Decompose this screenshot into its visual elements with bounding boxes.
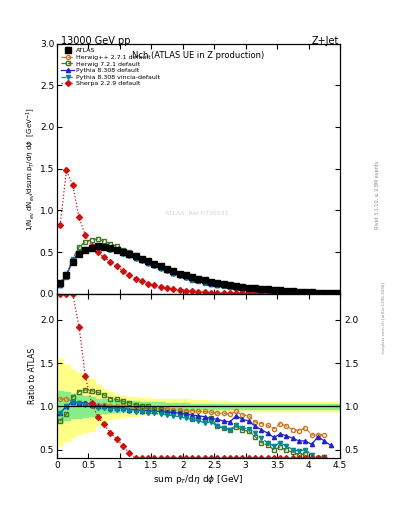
Text: ATLAS, Ref:H736531: ATLAS, Ref:H736531 (165, 211, 228, 216)
Text: Rivet 3.1.10, ≥ 2.8M events: Rivet 3.1.10, ≥ 2.8M events (375, 160, 380, 229)
Y-axis label: 1/N$_{ev}$ dN$_{ev}$/dsum p$_T$/d$\eta$ d$\phi$  [GeV$^{-1}$]: 1/N$_{ev}$ dN$_{ev}$/dsum p$_T$/d$\eta$ … (24, 106, 37, 230)
Legend: ATLAS, Herwig++ 2.7.1 default, Herwig 7.2.1 default, Pythia 8.308 default, Pythi: ATLAS, Herwig++ 2.7.1 default, Herwig 7.… (59, 46, 162, 88)
Text: Z+Jet: Z+Jet (311, 36, 339, 46)
Y-axis label: Ratio to ATLAS: Ratio to ATLAS (28, 348, 37, 404)
Text: Nch (ATLAS UE in Z production): Nch (ATLAS UE in Z production) (132, 51, 264, 60)
Text: 13000 GeV pp: 13000 GeV pp (61, 36, 130, 46)
X-axis label: sum p$_T$/d$\eta$ d$\phi$ [GeV]: sum p$_T$/d$\eta$ d$\phi$ [GeV] (153, 473, 244, 486)
Text: mcplots.cern.ch [arXiv:1306.3436]: mcplots.cern.ch [arXiv:1306.3436] (382, 282, 386, 353)
